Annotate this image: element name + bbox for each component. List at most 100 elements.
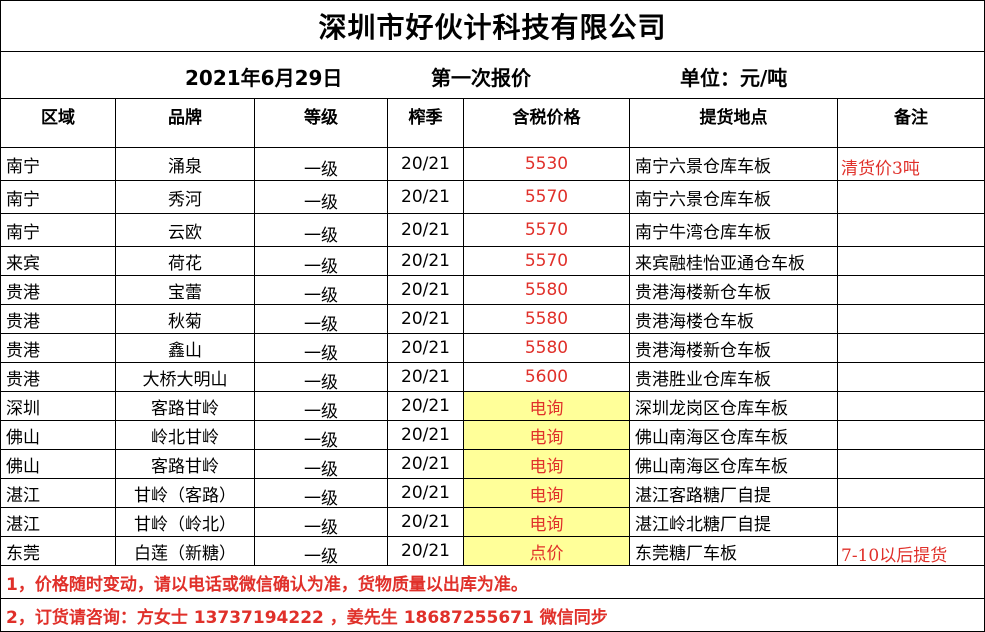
grade-cell: 一级 — [254, 147, 388, 181]
table-row: 深圳 客路甘岭 一级 20/21 电询 深圳龙岗区仓库车板 — [0, 391, 985, 421]
note-cell — [837, 213, 985, 247]
season-cell-text: 20/21 — [401, 541, 450, 561]
region-cell-text: 深圳 — [6, 398, 40, 419]
note-cell-text — [839, 340, 842, 360]
brand-cell-text: 客路甘岭 — [151, 456, 219, 477]
grade-cell-text: 一级 — [304, 546, 338, 566]
price-cell: 5580 — [463, 275, 630, 305]
region-cell: 南宁 — [0, 147, 116, 181]
note-cell — [837, 275, 985, 305]
brand-cell-text: 涌泉 — [168, 156, 202, 177]
season-cell-text: 20/21 — [401, 187, 450, 207]
note-cell-text — [839, 222, 842, 242]
price-cell: 5570 — [463, 213, 630, 247]
col-header-brand: 品牌 — [115, 98, 255, 148]
table-row: 佛山 客路甘岭 一级 20/21 电询 佛山南海区仓库车板 — [0, 449, 985, 479]
note-cell-text — [839, 427, 842, 447]
season-cell: 20/21 — [387, 180, 464, 214]
region-cell: 贵港 — [0, 275, 116, 305]
column-header-row: 区域 品牌 等级 榨季 含税价格 提货地点 备注 — [0, 98, 985, 148]
season-cell-text: 20/21 — [401, 454, 450, 474]
location-cell: 贵港海楼仓车板 — [629, 304, 838, 334]
grade-cell-text: 一级 — [304, 517, 338, 537]
price-cell: 电询 — [463, 478, 630, 508]
grade-cell-text: 一级 — [304, 192, 338, 213]
season-cell: 20/21 — [387, 213, 464, 247]
note-cell — [837, 507, 985, 537]
brand-cell-text: 甘岭（岭北） — [134, 514, 236, 535]
grade-cell: 一级 — [254, 275, 388, 305]
location-cell-text: 来宾融桂怡亚通仓车板 — [635, 253, 805, 274]
grade-cell-text: 一级 — [304, 225, 338, 246]
note-cell-text — [839, 485, 842, 505]
season-cell: 20/21 — [387, 275, 464, 305]
season-cell: 20/21 — [387, 246, 464, 276]
region-cell: 贵港 — [0, 333, 116, 363]
table-row: 湛江 甘岭（客路） 一级 20/21 电询 湛江客路糖厂自提 — [0, 478, 985, 508]
season-cell: 20/21 — [387, 507, 464, 537]
price-cell: 5570 — [463, 180, 630, 214]
grade-cell-text: 一级 — [304, 314, 338, 334]
region-cell-text: 贵港 — [6, 340, 40, 361]
note-cell-text: 清货价3吨 — [841, 158, 920, 179]
grade-cell: 一级 — [254, 536, 388, 566]
brand-cell-text: 宝蕾 — [168, 282, 202, 303]
price-cell-text: 电询 — [529, 485, 564, 506]
season-cell-text: 20/21 — [401, 154, 450, 174]
brand-cell: 甘岭（客路） — [115, 478, 255, 508]
price-cell: 电询 — [463, 420, 630, 450]
location-cell-text: 佛山南海区仓库车板 — [635, 456, 788, 477]
table-row: 贵港 宝蕾 一级 20/21 5580 贵港海楼新仓车板 — [0, 275, 985, 305]
grade-cell: 一级 — [254, 420, 388, 450]
season-cell-text: 20/21 — [401, 309, 450, 329]
brand-cell: 秋菊 — [115, 304, 255, 334]
brand-cell-text: 秋菊 — [168, 311, 202, 332]
location-cell: 湛江岭北糖厂自提 — [629, 507, 838, 537]
brand-cell: 甘岭（岭北） — [115, 507, 255, 537]
company-title: 深圳市好伙计科技有限公司 — [0, 0, 985, 52]
grade-cell: 一级 — [254, 507, 388, 537]
grade-cell-text: 一级 — [304, 430, 338, 450]
note-cell-text — [839, 456, 842, 476]
col-header-region: 区域 — [0, 98, 116, 148]
season-cell-text: 20/21 — [401, 425, 450, 445]
region-cell-text: 贵港 — [6, 369, 40, 390]
price-cell: 点价 — [463, 536, 630, 566]
brand-cell: 大桥大明山 — [115, 362, 255, 392]
table-row: 南宁 秀河 一级 20/21 5570 南宁六景仓库车板 — [0, 180, 985, 214]
grade-cell-text: 一级 — [304, 459, 338, 479]
grade-cell-text: 一级 — [304, 488, 338, 508]
location-cell-text: 湛江岭北糖厂自提 — [635, 514, 771, 535]
brand-cell: 客路甘岭 — [115, 449, 255, 479]
brand-cell: 鑫山 — [115, 333, 255, 363]
note-cell — [837, 449, 985, 479]
season-cell-text: 20/21 — [401, 512, 450, 532]
note-cell — [837, 333, 985, 363]
location-cell-text: 南宁牛湾仓库车板 — [635, 222, 771, 243]
season-cell: 20/21 — [387, 362, 464, 392]
footnote-2: 2，订货请咨询：方女士 13737194222 ，姜先生 18687255671… — [0, 598, 985, 632]
brand-cell-text: 甘岭（客路） — [134, 485, 236, 506]
season-cell-text: 20/21 — [401, 251, 450, 271]
region-cell: 南宁 — [0, 180, 116, 214]
table-row: 湛江 甘岭（岭北） 一级 20/21 电询 湛江岭北糖厂自提 — [0, 507, 985, 537]
note-cell: 清货价3吨 — [837, 147, 985, 181]
price-cell-text: 5580 — [524, 338, 569, 358]
location-cell: 来宾融桂怡亚通仓车板 — [629, 246, 838, 276]
region-cell-text: 湛江 — [6, 485, 40, 506]
footnote-1: 1，价格随时变动，请以电话或微信确认为准，货物质量以出库为准。 — [0, 565, 985, 599]
note-cell — [837, 362, 985, 392]
brand-cell-text: 秀河 — [168, 189, 202, 210]
table-row: 东莞 白莲（新糖） 一级 20/21 点价 东莞糖厂车板 7-10以后提货 — [0, 536, 985, 566]
note-cell — [837, 478, 985, 508]
location-cell-text: 湛江客路糖厂自提 — [635, 485, 771, 506]
note-cell — [837, 180, 985, 214]
region-cell: 南宁 — [0, 213, 116, 247]
season-cell-text: 20/21 — [401, 367, 450, 387]
price-cell: 5580 — [463, 304, 630, 334]
price-cell-text: 5570 — [524, 187, 569, 207]
note-cell — [837, 391, 985, 421]
grade-cell: 一级 — [254, 333, 388, 363]
location-cell: 贵港胜业仓库车板 — [629, 362, 838, 392]
